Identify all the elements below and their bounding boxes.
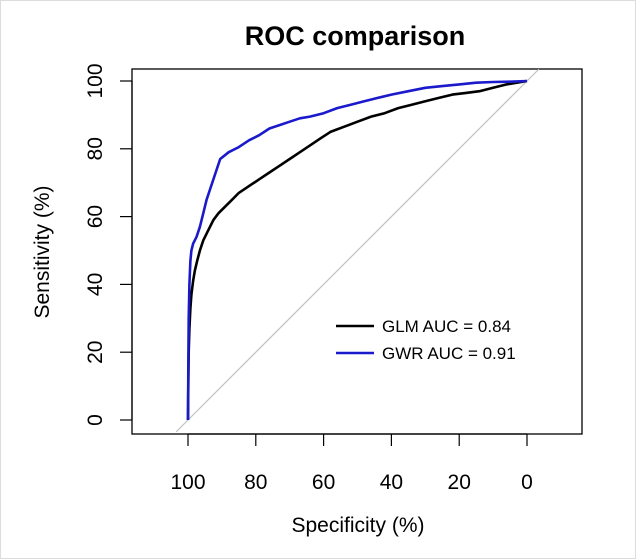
x-axis: 100 80 60 40 20 0	[170, 433, 533, 494]
y-tick-label: 0	[84, 414, 107, 426]
y-tick-label: 60	[84, 205, 107, 228]
x-tick-label: 0	[521, 471, 533, 494]
y-tick-label: 80	[84, 137, 107, 160]
legend: GLM AUC = 0.84 GWR AUC = 0.91	[336, 317, 516, 363]
x-axis-title: Specificity (%)	[291, 514, 424, 537]
reference-diagonal-line	[175, 68, 540, 433]
series-layer	[186, 79, 528, 421]
y-tick-label: 20	[84, 341, 107, 364]
chart-title: ROC comparison	[245, 21, 466, 51]
y-axis: 0 20 40 60 80 100	[84, 63, 133, 426]
x-tick-label: 40	[380, 471, 403, 494]
y-tick-label: 40	[84, 273, 107, 296]
y-axis-title: Sensitivity (%)	[31, 185, 54, 318]
series-line-glm	[186, 79, 528, 421]
x-tick-label: 20	[448, 471, 471, 494]
legend-label-gwr: GWR AUC = 0.91	[382, 344, 516, 363]
x-tick-label: 80	[244, 471, 267, 494]
legend-label-glm: GLM AUC = 0.84	[382, 317, 511, 336]
x-tick-label: 100	[170, 471, 205, 494]
y-tick-label: 100	[84, 63, 107, 98]
series-line-gwr	[186, 79, 528, 421]
x-tick-label: 60	[312, 471, 335, 494]
